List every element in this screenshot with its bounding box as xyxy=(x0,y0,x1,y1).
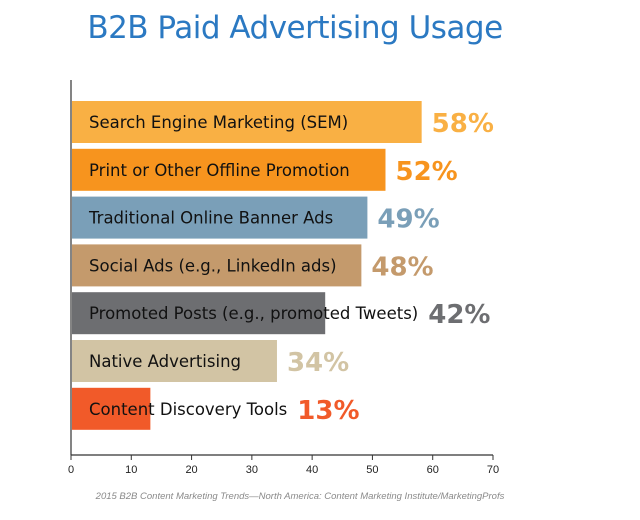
value-label-4: 48% xyxy=(371,252,433,282)
x-axis: 0 10 20 30 40 50 60 70 xyxy=(68,80,499,476)
x-tick-label-60: 60 xyxy=(427,464,439,476)
x-tick-label-30: 30 xyxy=(246,464,258,476)
bar-7 xyxy=(72,387,151,430)
chart-title: B2B Paid Advertising Usage xyxy=(87,10,503,46)
x-tick-label-70: 70 xyxy=(487,464,499,476)
bar-5 xyxy=(72,292,326,335)
bars-layer: Search Engine Marketing (SEM) 58% Print or… xyxy=(72,101,494,430)
x-tick-label-0: 0 xyxy=(68,464,74,476)
value-label-5: 42% xyxy=(428,300,490,330)
bar-label-6: Native Advertising xyxy=(89,352,241,371)
bar-1 xyxy=(72,101,422,143)
value-label-3: 49% xyxy=(377,205,439,235)
bar-label-5: Promoted Posts (e.g., promoted Tweets) xyxy=(89,304,418,323)
x-tick-label-20: 20 xyxy=(185,464,197,476)
value-label-6: 34% xyxy=(287,348,349,378)
source-note: 2015 B2B Content Marketing Trends—North … xyxy=(95,491,505,502)
bar-label-2: Print or Other Offline Promotion xyxy=(89,161,350,180)
bar-6 xyxy=(72,340,277,382)
x-tick-label-40: 40 xyxy=(306,464,318,476)
bar-label-3: Traditional Online Banner Ads xyxy=(88,209,333,228)
bar-label-1: Search Engine Marketing (SEM) xyxy=(89,113,348,132)
bar-3 xyxy=(72,196,368,239)
bar-label-4: Social Ads (e.g., LinkedIn ads) xyxy=(89,256,337,275)
value-label-2: 52% xyxy=(395,157,457,187)
bar-2 xyxy=(72,148,386,191)
value-label-7: 13% xyxy=(297,396,359,426)
bar-label-7: Content Discovery Tools xyxy=(89,400,287,419)
x-tick-label-50: 50 xyxy=(366,464,378,476)
bar-4 xyxy=(72,244,362,287)
value-label-1: 58% xyxy=(432,109,494,139)
x-tick-label-10: 10 xyxy=(125,464,137,476)
